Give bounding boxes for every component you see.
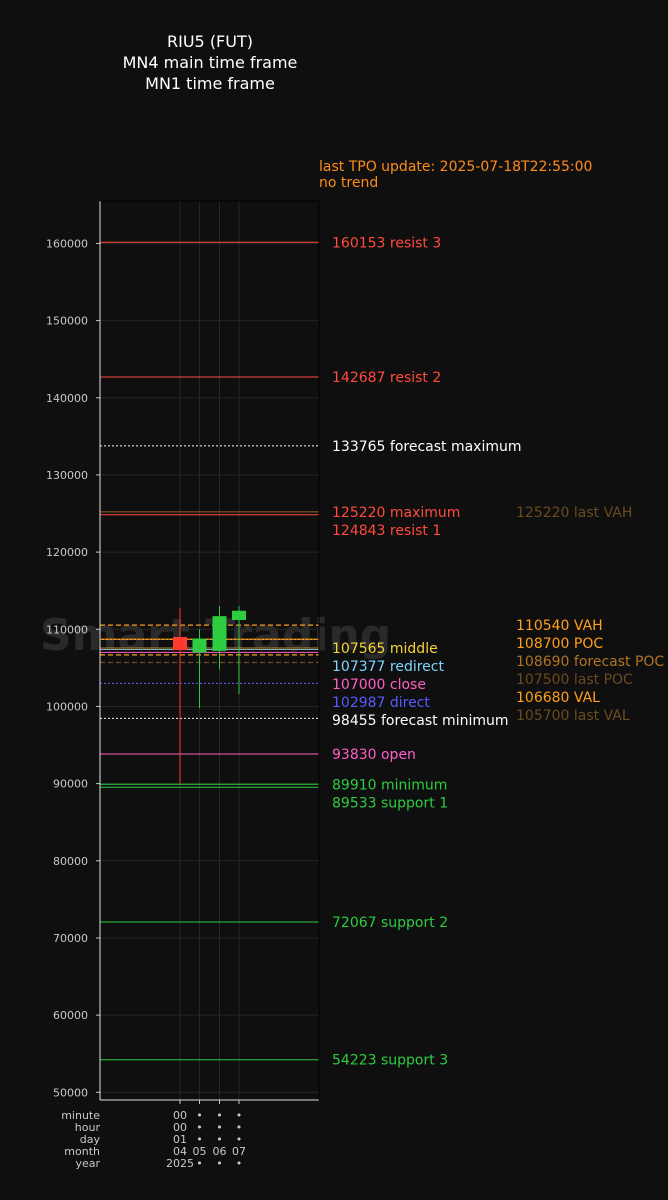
- x-tick-label: •: [196, 1121, 203, 1134]
- y-tick-label: 50000: [53, 1086, 88, 1099]
- x-tick-label: •: [216, 1109, 223, 1122]
- tpo-level-label: 125220 last VAH: [516, 505, 632, 521]
- axes-layer: 50000 60000 70000 80000 90000 100000 110000 120…: [46, 200, 320, 1170]
- level-label: 142687 resist 2: [332, 370, 441, 386]
- candle-body: [212, 616, 227, 651]
- x-tick-label: •: [236, 1157, 243, 1170]
- y-tick-label: 70000: [53, 932, 88, 945]
- y-tick-label: 110000: [46, 623, 88, 636]
- x-tick-label: •: [236, 1121, 243, 1134]
- x-tick-label: 05: [193, 1145, 207, 1158]
- x-tick-label: 2025: [166, 1157, 194, 1170]
- chart-title-line-2: MN4 main time frame: [123, 53, 298, 72]
- y-tick-label: 80000: [53, 855, 88, 868]
- y-tick-label: 120000: [46, 546, 88, 559]
- candle-body: [232, 610, 246, 621]
- x-axis-row-label: hour: [75, 1121, 101, 1134]
- tpo-level-label: 108700 POC: [516, 636, 603, 652]
- trend-status: no trend: [319, 175, 378, 191]
- level-label: 102987 direct: [332, 695, 430, 711]
- level-label: 72067 support 2: [332, 915, 448, 931]
- x-tick-label: •: [236, 1109, 243, 1122]
- x-axis-row-label: minute: [61, 1109, 100, 1122]
- tpo-level-label: 108690 forecast POC: [516, 654, 664, 670]
- y-tick-label: 60000: [53, 1009, 88, 1022]
- level-label: 107000 close: [332, 677, 426, 693]
- chart-title-line-1: RIU5 (FUT): [167, 32, 253, 51]
- level-label: 89910 minimum: [332, 777, 447, 793]
- x-tick-label: •: [216, 1121, 223, 1134]
- level-label: 133765 forecast maximum: [332, 439, 522, 455]
- x-tick-label: 06: [213, 1145, 227, 1158]
- y-tick-label: 150000: [46, 315, 88, 328]
- x-tick-label: •: [236, 1133, 243, 1146]
- x-tick-label: •: [216, 1133, 223, 1146]
- chart-title-line-3: MN1 time frame: [145, 74, 275, 93]
- y-tick-label: 140000: [46, 392, 88, 405]
- level-label: 160153 resist 3: [332, 235, 441, 251]
- x-tick-label: •: [196, 1109, 203, 1122]
- x-tick-label: 00: [173, 1109, 187, 1122]
- x-tick-label: •: [216, 1157, 223, 1170]
- levels-layer: [100, 241, 319, 1061]
- tpo-level-label: 107500 last POC: [516, 672, 633, 688]
- x-axis-row-label: day: [80, 1133, 101, 1146]
- x-tick-label: 01: [173, 1133, 187, 1146]
- level-label: 98455 forecast minimum: [332, 713, 509, 729]
- y-tick-label: 100000: [46, 700, 88, 713]
- level-label: 93830 open: [332, 747, 416, 763]
- y-tick-label: 130000: [46, 469, 88, 482]
- x-tick-label: 07: [232, 1145, 246, 1158]
- tpo-level-label: 106680 VAL: [516, 690, 600, 706]
- y-tick-label: 160000: [46, 237, 88, 250]
- x-tick-label: •: [196, 1157, 203, 1170]
- labels-layer: 160153 resist 3 142687 resist 2 133765 for…: [332, 235, 664, 1068]
- level-label: 124843 resist 1: [332, 523, 441, 539]
- candle-body: [173, 636, 187, 651]
- level-label: 125220 maximum: [332, 505, 460, 521]
- level-label: 54223 support 3: [332, 1053, 448, 1069]
- x-axis-row-label: month: [64, 1145, 100, 1158]
- tpo-level-label: 105700 last VAL: [516, 708, 630, 724]
- level-label: 107565 middle: [332, 641, 438, 657]
- tpo-level-label: 110540 VAH: [516, 618, 603, 634]
- y-tick-label: 90000: [53, 778, 88, 791]
- x-tick-label: •: [196, 1133, 203, 1146]
- x-tick-label: 04: [173, 1145, 187, 1158]
- level-label: 89533 support 1: [332, 795, 448, 811]
- level-label: 107377 redirect: [332, 659, 444, 675]
- tpo-update-status: last TPO update: 2025-07-18T22:55:00: [319, 159, 592, 175]
- candles-layer: [173, 606, 246, 784]
- candle-body: [192, 638, 207, 653]
- x-tick-label: 00: [173, 1121, 187, 1134]
- x-axis-row-label: year: [75, 1157, 100, 1170]
